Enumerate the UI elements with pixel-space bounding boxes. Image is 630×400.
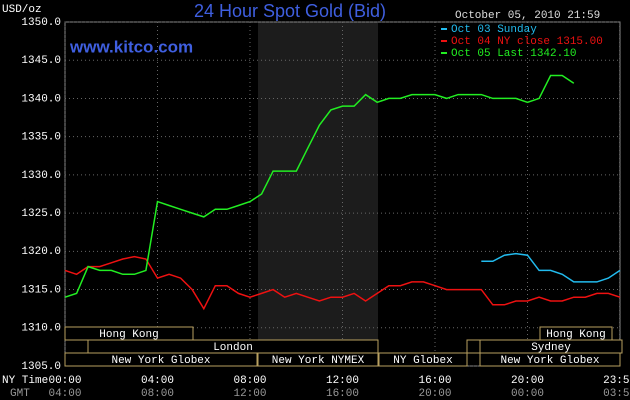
x2-tick-label: 12:00 xyxy=(233,388,266,400)
y-tick-label: 1305.0 xyxy=(21,361,61,373)
y-tick-label: 1345.0 xyxy=(21,55,61,67)
y-tick-label: 1340.0 xyxy=(21,93,61,105)
y-tick-label: 1350.0 xyxy=(21,17,61,29)
x-tick-label: 12:00 xyxy=(326,375,359,387)
timestamp: October 05, 2010 21:59 xyxy=(455,10,600,22)
price-line xyxy=(64,74,575,298)
session-label: London xyxy=(213,342,253,354)
y-tick-label: 1330.0 xyxy=(21,170,61,182)
session-box xyxy=(378,352,468,367)
nymex-session-shade xyxy=(258,22,378,366)
chart-title: 24 Hour Spot Gold (Bid) xyxy=(194,1,386,21)
x-tick-label: 16:00 xyxy=(418,375,451,387)
x-tick-label: 23:59 xyxy=(603,375,630,387)
x2-tick-label: 08:00 xyxy=(141,388,174,400)
session-label: Hong Kong xyxy=(99,329,158,341)
price-line xyxy=(64,255,621,311)
x-tick-label: 20:00 xyxy=(511,375,544,387)
x-axis-label: NY Time xyxy=(2,375,48,387)
x-tick-label: 04:00 xyxy=(141,375,174,387)
session-box xyxy=(64,352,258,367)
legend-label: Oct 03 Sunday xyxy=(451,24,537,36)
session-label: New York Globex xyxy=(500,355,599,367)
session-label: NY Globex xyxy=(393,355,453,367)
x-tick-label: 08:00 xyxy=(233,375,266,387)
x2-tick-label: 16:00 xyxy=(326,388,359,400)
y-tick-label: 1315.0 xyxy=(21,284,61,296)
x2-tick-label: 20:00 xyxy=(418,388,451,400)
price-line xyxy=(481,252,621,283)
session-label: Sydney xyxy=(531,342,571,354)
session-box xyxy=(479,352,621,367)
y-tick-label: 1310.0 xyxy=(21,323,61,335)
session-box xyxy=(257,352,379,367)
session-label: New York NYMEX xyxy=(272,355,365,367)
x2-tick-label: 03:59 xyxy=(603,388,630,400)
y-tick-label: 1325.0 xyxy=(21,208,61,220)
session-label: Hong Kong xyxy=(546,329,605,341)
session-label: New York Globex xyxy=(111,355,210,367)
x-tick-label: 00:00 xyxy=(48,375,81,387)
x2-axis-label: GMT xyxy=(10,388,30,400)
x2-tick-label: 00:00 xyxy=(511,388,544,400)
y-tick-label: 1320.0 xyxy=(21,246,61,258)
legend-label: Oct 05 Last 1342.10 xyxy=(451,48,576,60)
y-tick-label: 1335.0 xyxy=(21,132,61,144)
legend-label: Oct 04 NY close 1315.00 xyxy=(451,36,603,48)
subtitle: www.kitco.com xyxy=(69,37,193,56)
y-axis-label: USD/oz xyxy=(2,4,42,16)
x2-tick-label: 04:00 xyxy=(48,388,81,400)
